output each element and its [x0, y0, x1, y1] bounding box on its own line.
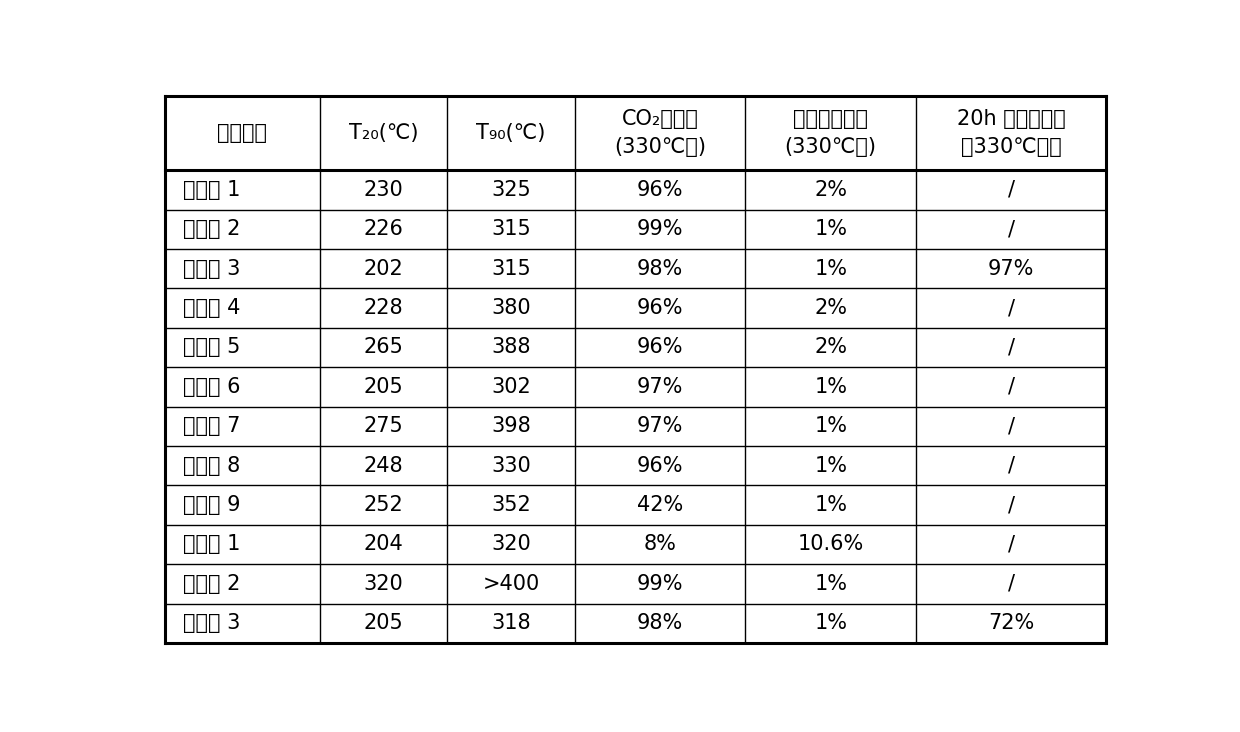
- Text: 315: 315: [491, 219, 531, 239]
- Text: 实验编号: 实验编号: [217, 123, 267, 143]
- Text: 320: 320: [363, 574, 403, 594]
- Text: 实施例 5: 实施例 5: [184, 337, 241, 357]
- Text: 8%: 8%: [644, 534, 677, 555]
- Text: 实施例 1: 实施例 1: [184, 180, 241, 200]
- Text: 275: 275: [363, 417, 403, 436]
- Text: 实施例 3: 实施例 3: [184, 258, 241, 279]
- Text: 2%: 2%: [815, 298, 847, 318]
- Text: (330℃时): (330℃时): [614, 137, 706, 157]
- Text: 72%: 72%: [988, 613, 1034, 633]
- Text: 202: 202: [363, 258, 403, 279]
- Text: 实施例 6: 实施例 6: [184, 377, 241, 397]
- Text: 230: 230: [363, 180, 403, 200]
- Text: /: /: [1008, 534, 1014, 555]
- Text: 98%: 98%: [637, 258, 683, 279]
- Text: 330: 330: [491, 456, 531, 476]
- Text: 实施例 4: 实施例 4: [184, 298, 241, 318]
- Text: /: /: [1008, 417, 1014, 436]
- Text: 实施例 9: 实施例 9: [184, 495, 241, 515]
- Text: 97%: 97%: [637, 417, 683, 436]
- Text: 96%: 96%: [637, 337, 683, 357]
- Text: /: /: [1008, 377, 1014, 397]
- Text: >400: >400: [482, 574, 539, 594]
- Text: 388: 388: [491, 337, 531, 357]
- Text: /: /: [1008, 495, 1014, 515]
- Text: 1%: 1%: [815, 574, 847, 594]
- Text: 96%: 96%: [637, 456, 683, 476]
- Text: 380: 380: [491, 298, 531, 318]
- Text: 99%: 99%: [637, 574, 683, 594]
- Text: 205: 205: [363, 613, 403, 633]
- Text: 对比例 3: 对比例 3: [184, 613, 241, 633]
- Text: 325: 325: [491, 180, 531, 200]
- Text: 315: 315: [491, 258, 531, 279]
- Text: 265: 265: [363, 337, 403, 357]
- Text: 226: 226: [363, 219, 403, 239]
- Text: 对比例 2: 对比例 2: [184, 574, 241, 594]
- Text: 副产物生成率: 副产物生成率: [794, 109, 868, 129]
- Text: 320: 320: [491, 534, 531, 555]
- Text: /: /: [1008, 219, 1014, 239]
- Text: /: /: [1008, 456, 1014, 476]
- Text: 实施例 8: 实施例 8: [184, 456, 241, 476]
- Text: 20h 后的转化率: 20h 后的转化率: [957, 109, 1065, 129]
- Text: /: /: [1008, 574, 1014, 594]
- Text: 实施例 2: 实施例 2: [184, 219, 241, 239]
- Text: /: /: [1008, 337, 1014, 357]
- Text: 1%: 1%: [815, 613, 847, 633]
- Text: 302: 302: [491, 377, 531, 397]
- Text: T₂₀(℃): T₂₀(℃): [348, 123, 418, 143]
- Text: 97%: 97%: [988, 258, 1034, 279]
- Text: 实施例 7: 实施例 7: [184, 417, 241, 436]
- Text: 2%: 2%: [815, 180, 847, 200]
- Text: 10.6%: 10.6%: [797, 534, 864, 555]
- Text: 252: 252: [363, 495, 403, 515]
- Text: 248: 248: [363, 456, 403, 476]
- Text: 1%: 1%: [815, 495, 847, 515]
- Text: T₉₀(℃): T₉₀(℃): [476, 123, 546, 143]
- Text: 318: 318: [491, 613, 531, 633]
- Text: 205: 205: [363, 377, 403, 397]
- Text: 1%: 1%: [815, 377, 847, 397]
- Text: 1%: 1%: [815, 456, 847, 476]
- Text: 2%: 2%: [815, 337, 847, 357]
- Text: 99%: 99%: [637, 219, 683, 239]
- Text: 42%: 42%: [637, 495, 683, 515]
- Text: 1%: 1%: [815, 219, 847, 239]
- Text: 96%: 96%: [637, 180, 683, 200]
- Text: 97%: 97%: [637, 377, 683, 397]
- Text: 1%: 1%: [815, 258, 847, 279]
- Text: 228: 228: [363, 298, 403, 318]
- Text: （330℃时）: （330℃时）: [961, 137, 1061, 157]
- Text: 204: 204: [363, 534, 403, 555]
- Text: 398: 398: [491, 417, 531, 436]
- Text: CO₂选择性: CO₂选择性: [621, 109, 698, 129]
- Text: /: /: [1008, 298, 1014, 318]
- Text: 352: 352: [491, 495, 531, 515]
- Text: 96%: 96%: [637, 298, 683, 318]
- Text: (330℃时): (330℃时): [785, 137, 877, 157]
- Text: 对比例 1: 对比例 1: [184, 534, 241, 555]
- Text: 1%: 1%: [815, 417, 847, 436]
- Text: /: /: [1008, 180, 1014, 200]
- Text: 98%: 98%: [637, 613, 683, 633]
